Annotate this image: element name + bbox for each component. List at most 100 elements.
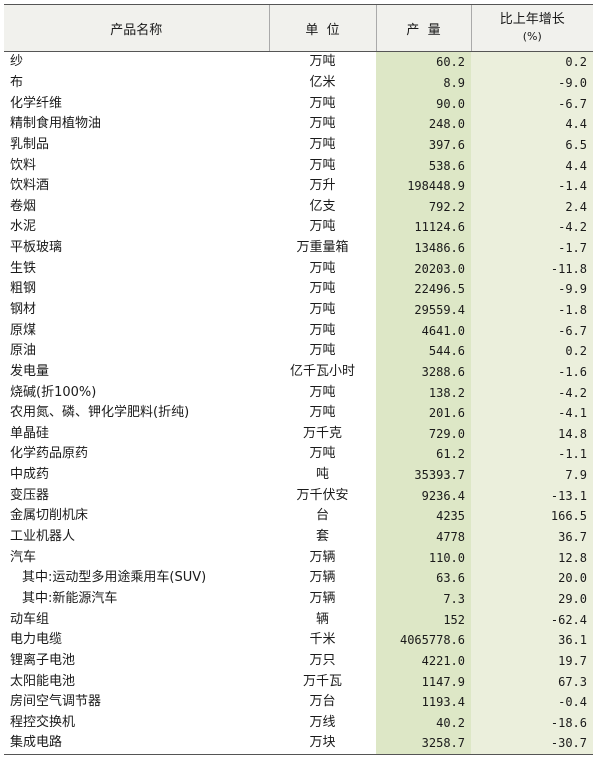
unit-cell: 亿米 — [309, 74, 336, 90]
growth-cell: -9.0 — [471, 72, 593, 94]
table-row: 锂离子电池 万只 4221.0 19.7 — [4, 650, 593, 672]
header-row: 产品名称 单 位 产 量 比上年增长 (%) — [4, 4, 593, 52]
output-cell: 40.2 — [376, 712, 471, 734]
product-name-cell: 平板玻璃 — [10, 240, 63, 256]
growth-cell: -4.2 — [471, 217, 593, 238]
output-cell: 110.0 — [376, 547, 471, 569]
unit-cell: 万千克 — [302, 425, 342, 441]
growth-cell: -4.1 — [471, 402, 593, 424]
growth-cell: 166.5 — [471, 506, 593, 527]
unit-cell: 万吨 — [309, 260, 336, 276]
growth-cell: 4.4 — [471, 155, 593, 176]
product-name-cell: 农用氮、磷、钾化学肥料(折纯) — [10, 405, 190, 421]
growth-cell: -0.4 — [471, 691, 593, 713]
output-cell: 4778 — [376, 526, 471, 548]
product-name-cell: 烧碱(折100%) — [10, 384, 97, 400]
output-cell: 4065778.6 — [376, 629, 471, 651]
product-name-cell: 钢材 — [10, 302, 37, 317]
table-row: 汽车 万辆 110.0 12.8 — [4, 547, 593, 569]
growth-cell: -1.4 — [471, 175, 593, 197]
product-name-cell: 粗钢 — [10, 281, 37, 297]
table-row: 工业机器人 套 4778 36.7 — [4, 526, 593, 548]
growth-cell: -4.2 — [471, 382, 593, 403]
growth-cell: 4.4 — [471, 113, 593, 135]
growth-cell: 36.1 — [471, 629, 593, 651]
table-row: 发电量 亿千瓦小时 3288.6 -1.6 — [4, 361, 593, 383]
unit-cell: 万吨 — [309, 446, 336, 462]
product-name-cell: 汽车 — [10, 549, 37, 565]
header-product-name: 产品名称 — [4, 4, 269, 52]
growth-cell: 0.2 — [471, 51, 593, 73]
unit-cell: 亿支 — [309, 198, 336, 214]
product-name-cell: 动车组 — [10, 611, 50, 627]
output-cell: 4641.0 — [376, 320, 471, 341]
growth-cell: -1.6 — [471, 361, 593, 383]
unit-cell: 万千瓦 — [302, 673, 342, 689]
unit-cell: 万线 — [309, 714, 336, 730]
header-growth-label: 比上年增长 — [499, 12, 565, 27]
growth-cell: -1.8 — [471, 299, 593, 321]
output-cell: 11124.6 — [376, 217, 471, 238]
output-cell: 1147.9 — [376, 671, 471, 692]
output-cell: 1193.4 — [376, 691, 471, 713]
table-row: 精制食用植物油 万吨 248.0 4.4 — [4, 113, 593, 135]
unit-cell: 万吨 — [309, 302, 336, 317]
unit-cell: 万吨 — [309, 157, 336, 173]
growth-cell: 7.9 — [471, 464, 593, 486]
output-cell: 198448.9 — [376, 175, 471, 197]
growth-cell: 29.0 — [471, 588, 593, 610]
unit-cell: 万吨 — [309, 136, 336, 152]
unit-cell: 万千伏安 — [296, 487, 349, 503]
table-row: 水泥 万吨 11124.6 -4.2 — [4, 217, 593, 238]
table-row: 原油 万吨 544.6 0.2 — [4, 340, 593, 362]
output-cell: 61.2 — [376, 444, 471, 465]
growth-cell: -1.1 — [471, 444, 593, 465]
product-name-cell: 中成药 — [10, 467, 50, 483]
output-cell: 248.0 — [376, 113, 471, 135]
product-name-cell: 太阳能电池 — [10, 673, 76, 689]
table-row: 其中:运动型多用途乘用车(SUV) 万辆 63.6 20.0 — [4, 568, 593, 589]
table-row: 化学药品原药 万吨 61.2 -1.1 — [4, 444, 593, 465]
header-growth: 比上年增长 (%) — [470, 4, 593, 52]
growth-cell: -9.9 — [471, 279, 593, 300]
output-cell: 138.2 — [376, 382, 471, 403]
growth-cell: -6.7 — [471, 93, 593, 114]
unit-cell: 套 — [315, 529, 329, 545]
output-cell: 35393.7 — [376, 464, 471, 486]
unit-cell: 万吨 — [309, 281, 336, 297]
table-row: 平板玻璃 万重量箱 13486.6 -1.7 — [4, 237, 593, 259]
output-cell: 544.6 — [376, 340, 471, 362]
product-name-cell: 纱 — [10, 54, 24, 70]
table-row: 金属切削机床 台 4235 166.5 — [4, 506, 593, 527]
product-name-cell: 化学药品原药 — [10, 446, 89, 462]
growth-cell: 19.7 — [471, 650, 593, 672]
output-cell: 397.6 — [376, 134, 471, 156]
output-cell: 90.0 — [376, 93, 471, 114]
output-cell: 4221.0 — [376, 650, 471, 672]
product-name-cell: 化学纤维 — [10, 95, 63, 111]
output-cell: 63.6 — [376, 568, 471, 589]
output-cell: 60.2 — [376, 51, 471, 73]
unit-cell: 万吨 — [309, 384, 336, 400]
header-unit: 单 位 — [268, 4, 376, 52]
table-row: 纱 万吨 60.2 0.2 — [4, 51, 593, 73]
table-row: 布 亿米 8.9 -9.0 — [4, 72, 593, 94]
product-name-cell: 电力电缆 — [10, 632, 63, 648]
product-output-table: 产品名称 单 位 产 量 比上年增长 (%) 纱万吨 60.2 0.2 布亿米 8.9-… — [4, 4, 593, 755]
product-name-cell: 集成电路 — [4, 733, 269, 755]
header-growth-unit: (%) — [522, 30, 542, 43]
table-row: 程控交换机 万线 40.2 -18.6 — [4, 712, 593, 734]
table-row: 电力电缆 千米 4065778.6 36.1 — [4, 629, 593, 651]
unit-cell: 万吨 — [309, 343, 336, 359]
table-row: 原煤 万吨 4641.0 -6.7 — [4, 320, 593, 341]
growth-cell: 36.7 — [471, 526, 593, 548]
product-name-cell: 生铁 — [10, 260, 37, 276]
product-name-cell: 房间空气调节器 — [10, 694, 102, 710]
growth-cell: 2.4 — [471, 196, 593, 218]
unit-cell: 吨 — [315, 467, 329, 483]
table-row: 集成电路 万块 3258.7 -30.7 — [4, 733, 593, 755]
output-cell: 29559.4 — [376, 299, 471, 321]
unit-cell: 万吨 — [309, 219, 336, 235]
product-name-cell: 金属切削机床 — [10, 508, 89, 524]
growth-cell: 67.3 — [471, 671, 593, 692]
